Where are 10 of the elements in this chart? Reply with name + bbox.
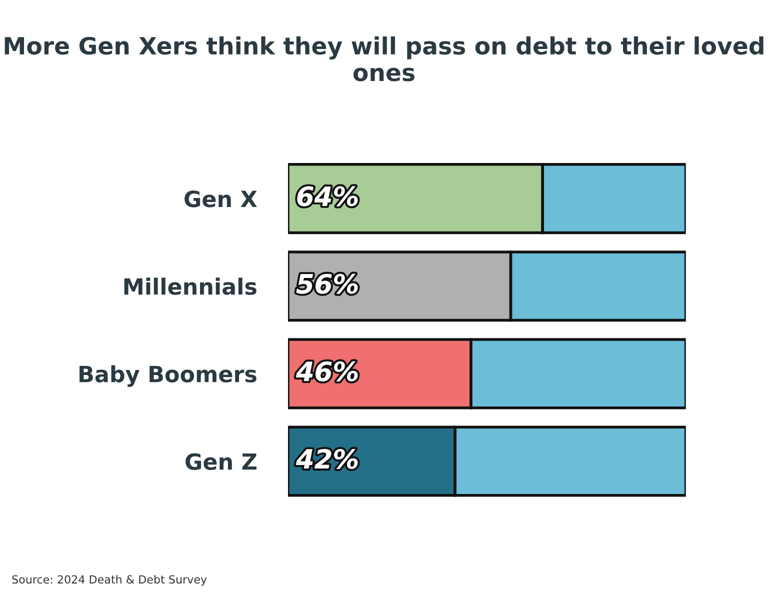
y-tick-label: Baby Boomers: [80, 365, 256, 387]
source-note: Source: 2024 Death & Debt Survey: [12, 575, 207, 586]
chart-title: More Gen Xers think they will pass on debt to their loved ones: [4, 36, 764, 82]
data-label: 56%: [296, 274, 358, 294]
data-label: 42%: [296, 448, 358, 469]
y-tick-label: Gen Z: [186, 453, 256, 470]
y-tick-label: Millennials: [124, 278, 256, 295]
data-label: 64%: [297, 186, 358, 206]
data-label: 46%: [296, 361, 358, 382]
y-tick-label: Gen X: [184, 190, 257, 208]
